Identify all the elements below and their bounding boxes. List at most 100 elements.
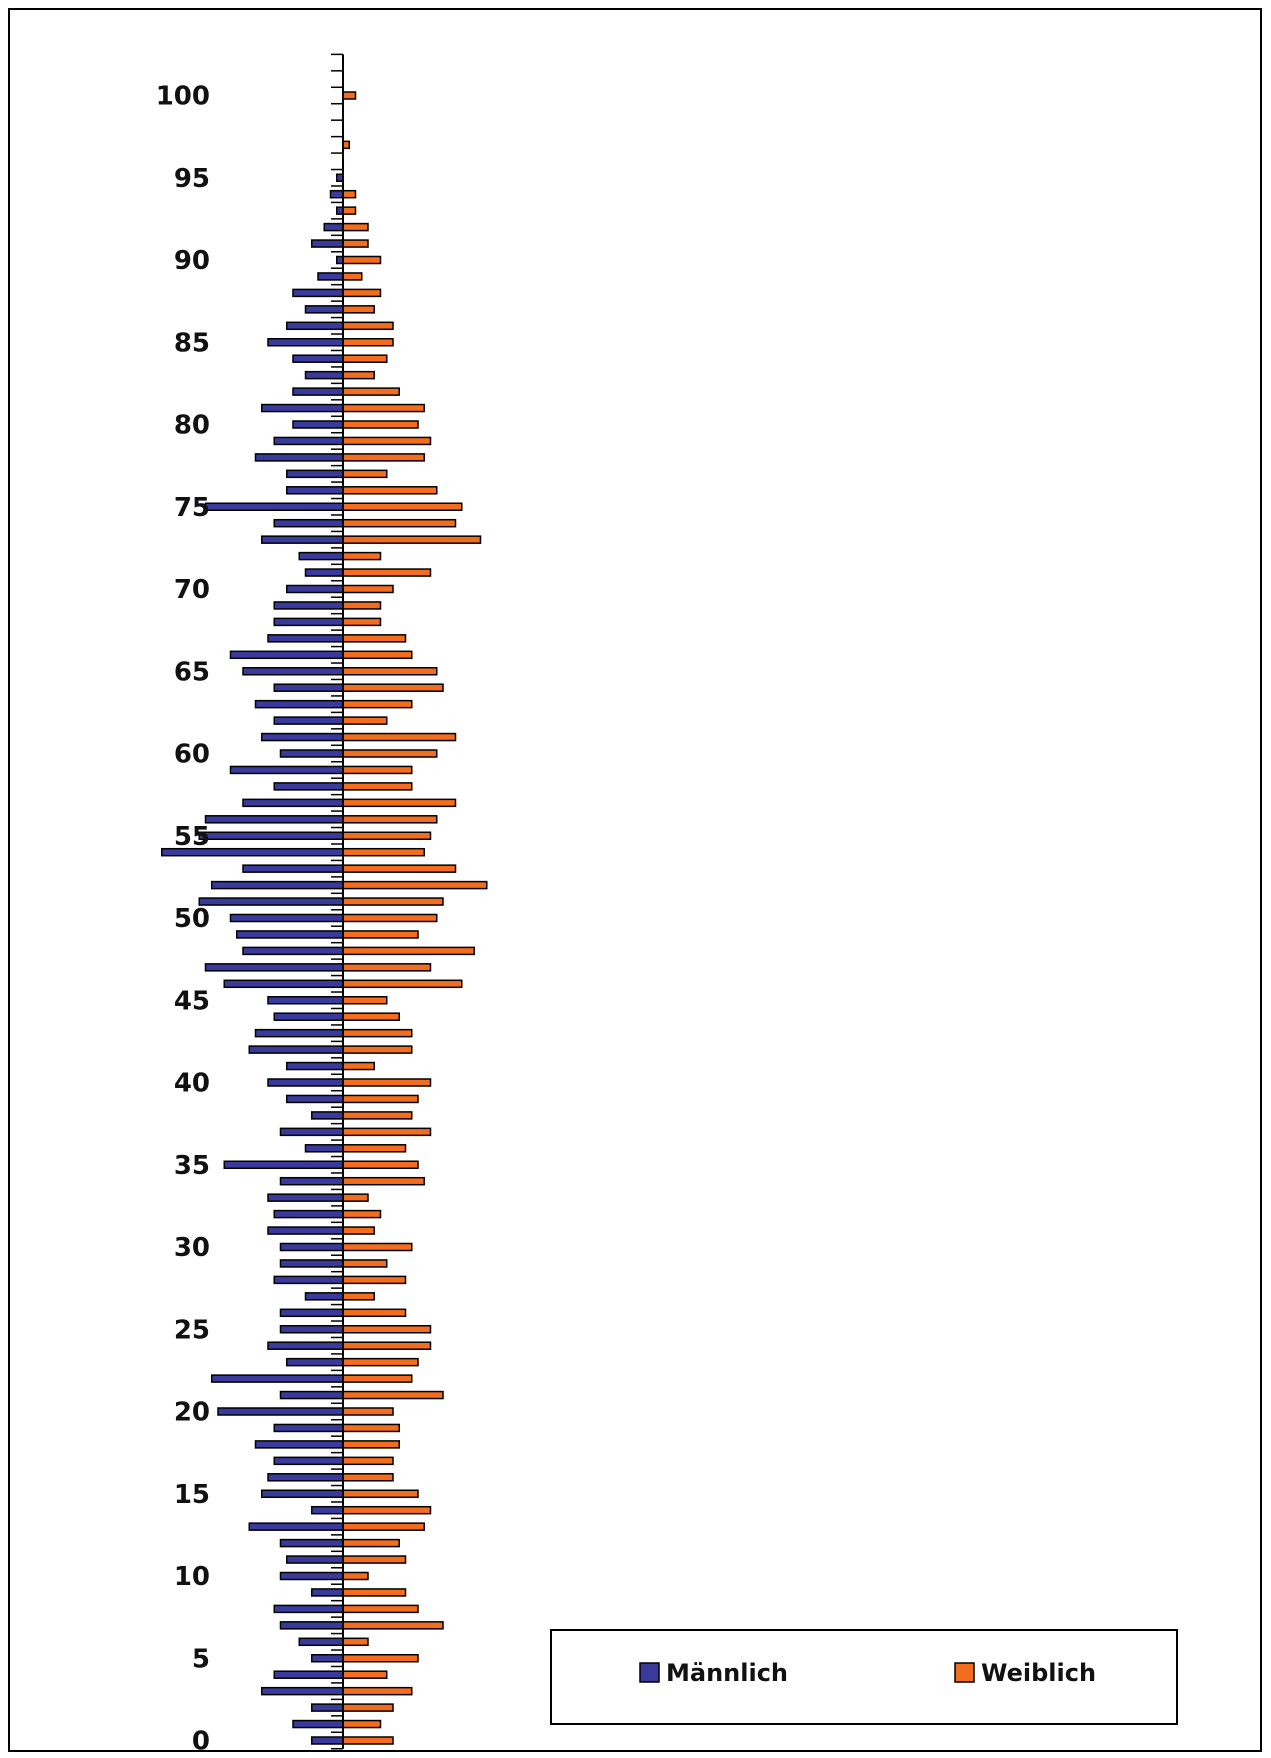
legend-swatch-female (954, 1662, 975, 1683)
bar-male-age-7 (279, 1621, 344, 1630)
bar-female-age-33 (342, 1193, 369, 1202)
bar-male-age-40 (267, 1078, 344, 1087)
bar-male-age-75 (204, 502, 344, 511)
bar-male-age-74 (273, 518, 344, 528)
bar-female-age-77 (342, 469, 388, 479)
bar-female-age-80 (342, 420, 419, 429)
bar-male-age-92 (323, 222, 344, 232)
bar-male-age-49 (236, 930, 344, 939)
bar-female-age-53 (342, 864, 457, 873)
bar-female-age-43 (342, 1028, 413, 1038)
bar-female-age-89 (342, 272, 363, 281)
bar-female-age-2 (342, 1703, 394, 1712)
age-tick-label: 45 (174, 986, 210, 1016)
bar-male-age-55 (198, 831, 344, 840)
bar-male-age-28 (273, 1275, 344, 1285)
bar-male-age-10 (279, 1571, 344, 1581)
bar-female-age-86 (342, 321, 394, 331)
bar-female-age-56 (342, 815, 438, 824)
bar-male-age-67 (267, 634, 344, 643)
bar-female-age-48 (342, 946, 475, 956)
bar-female-age-3 (342, 1686, 413, 1696)
age-tick-label: 20 (174, 1398, 210, 1428)
bar-male-age-35 (223, 1160, 344, 1169)
male-bars (161, 173, 344, 1745)
bar-female-age-47 (342, 963, 432, 972)
bar-male-age-94 (329, 189, 344, 199)
age-axis (331, 53, 344, 1750)
bar-female-age-40 (342, 1078, 432, 1087)
bar-female-age-32 (342, 1209, 382, 1219)
bar-female-age-45 (342, 996, 388, 1005)
bar-male-age-72 (298, 551, 344, 561)
bar-female-age-90 (342, 255, 382, 265)
bar-female-age-13 (342, 1522, 425, 1531)
bar-male-age-89 (317, 272, 344, 281)
age-tick-label: 40 (174, 1069, 210, 1099)
bar-male-age-26 (279, 1308, 344, 1318)
bar-female-age-68 (342, 617, 382, 627)
bar-female-age-100 (342, 91, 357, 100)
legend: Männlich Weiblich (550, 1629, 1178, 1725)
bar-male-age-14 (311, 1505, 344, 1515)
bar-female-age-65 (342, 667, 438, 676)
age-tick-label: 35 (174, 1151, 210, 1181)
bar-female-age-75 (342, 502, 463, 511)
bar-male-age-41 (286, 1061, 344, 1071)
bar-male-age-51 (198, 897, 344, 906)
bar-female-age-20 (342, 1407, 394, 1416)
bar-male-age-91 (311, 239, 344, 248)
bar-female-age-29 (342, 1259, 388, 1268)
bar-male-age-86 (286, 321, 344, 331)
bar-female-age-72 (342, 551, 382, 561)
age-tick-label: 15 (174, 1480, 210, 1510)
bar-female-age-83 (342, 370, 375, 380)
bar-female-age-94 (342, 189, 357, 199)
bar-male-age-0 (311, 1736, 344, 1745)
bar-male-age-31 (267, 1226, 344, 1235)
bar-female-age-54 (342, 847, 425, 857)
age-tick-labels: 0 5 10 15 20 25 30 35 40 45 50 55 60 65 70 75 80 85 90 95 10… (156, 82, 210, 1757)
bar-male-age-70 (286, 584, 344, 594)
bar-female-age-69 (342, 601, 382, 610)
bar-female-age-18 (342, 1440, 400, 1449)
bar-female-age-46 (342, 979, 463, 989)
age-tick-label: 5 (192, 1644, 210, 1674)
bar-male-age-66 (229, 650, 344, 660)
bar-female-age-38 (342, 1111, 413, 1120)
bar-female-age-4 (342, 1670, 388, 1679)
bar-female-age-27 (342, 1292, 375, 1301)
bar-male-age-80 (292, 420, 344, 429)
bar-male-age-27 (304, 1292, 344, 1301)
bar-male-age-8 (273, 1604, 344, 1614)
bar-female-age-17 (342, 1456, 394, 1466)
bar-female-age-74 (342, 518, 457, 528)
bar-male-age-46 (223, 979, 344, 989)
bar-male-age-79 (273, 436, 344, 446)
bar-female-age-37 (342, 1127, 432, 1137)
bar-male-age-48 (242, 946, 344, 956)
bar-male-age-87 (304, 305, 344, 314)
legend-swatch-male (639, 1662, 660, 1683)
bar-male-age-59 (229, 765, 344, 775)
age-tick-label: 70 (174, 575, 210, 605)
age-tick-label: 100 (156, 82, 210, 112)
bar-female-age-1 (342, 1719, 382, 1729)
bar-female-age-15 (342, 1489, 419, 1498)
bar-female-age-0 (342, 1736, 394, 1745)
bar-male-age-61 (261, 732, 344, 742)
bar-male-age-22 (211, 1374, 344, 1383)
bar-female-age-82 (342, 387, 400, 396)
bar-male-age-24 (267, 1341, 344, 1350)
bar-female-age-41 (342, 1061, 375, 1071)
age-tick-label: 60 (174, 740, 210, 770)
bar-female-age-16 (342, 1473, 394, 1482)
bar-female-age-62 (342, 716, 388, 725)
bar-male-age-15 (261, 1489, 344, 1498)
bar-male-age-21 (279, 1390, 344, 1400)
bar-male-age-20 (217, 1407, 344, 1416)
bar-female-age-49 (342, 930, 419, 939)
bar-male-age-12 (279, 1538, 344, 1548)
bar-female-age-14 (342, 1505, 432, 1515)
bar-male-age-13 (248, 1522, 344, 1531)
